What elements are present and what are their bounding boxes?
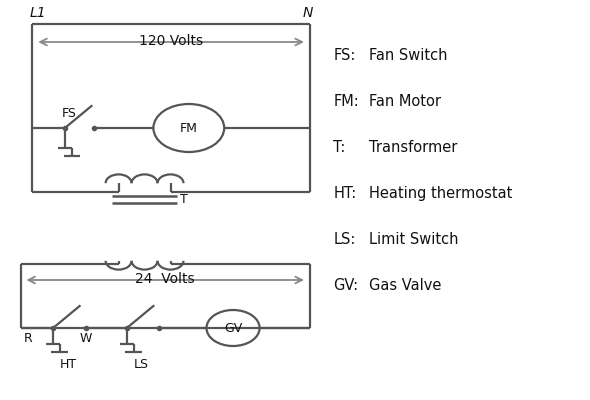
Text: LS: LS: [134, 358, 149, 371]
Text: W: W: [80, 332, 91, 345]
Text: T:: T:: [333, 140, 346, 155]
Text: Transformer: Transformer: [369, 140, 457, 155]
Text: Gas Valve: Gas Valve: [369, 278, 441, 293]
Text: 120 Volts: 120 Volts: [139, 34, 203, 48]
Text: T: T: [180, 193, 188, 206]
Text: L1: L1: [30, 6, 46, 20]
Text: FM:: FM:: [333, 94, 359, 109]
Text: LS:: LS:: [333, 232, 356, 247]
Text: GV: GV: [224, 322, 242, 334]
Text: R: R: [24, 332, 32, 345]
Text: HT: HT: [59, 358, 77, 371]
Text: FS: FS: [62, 107, 77, 120]
Text: Heating thermostat: Heating thermostat: [369, 186, 512, 201]
Text: HT:: HT:: [333, 186, 356, 201]
Text: Fan Switch: Fan Switch: [369, 48, 447, 63]
Text: FS:: FS:: [333, 48, 356, 63]
Text: Limit Switch: Limit Switch: [369, 232, 458, 247]
Text: 24  Volts: 24 Volts: [135, 272, 195, 286]
Text: Fan Motor: Fan Motor: [369, 94, 441, 109]
Text: FM: FM: [180, 122, 198, 134]
Text: N: N: [302, 6, 313, 20]
Text: GV:: GV:: [333, 278, 359, 293]
